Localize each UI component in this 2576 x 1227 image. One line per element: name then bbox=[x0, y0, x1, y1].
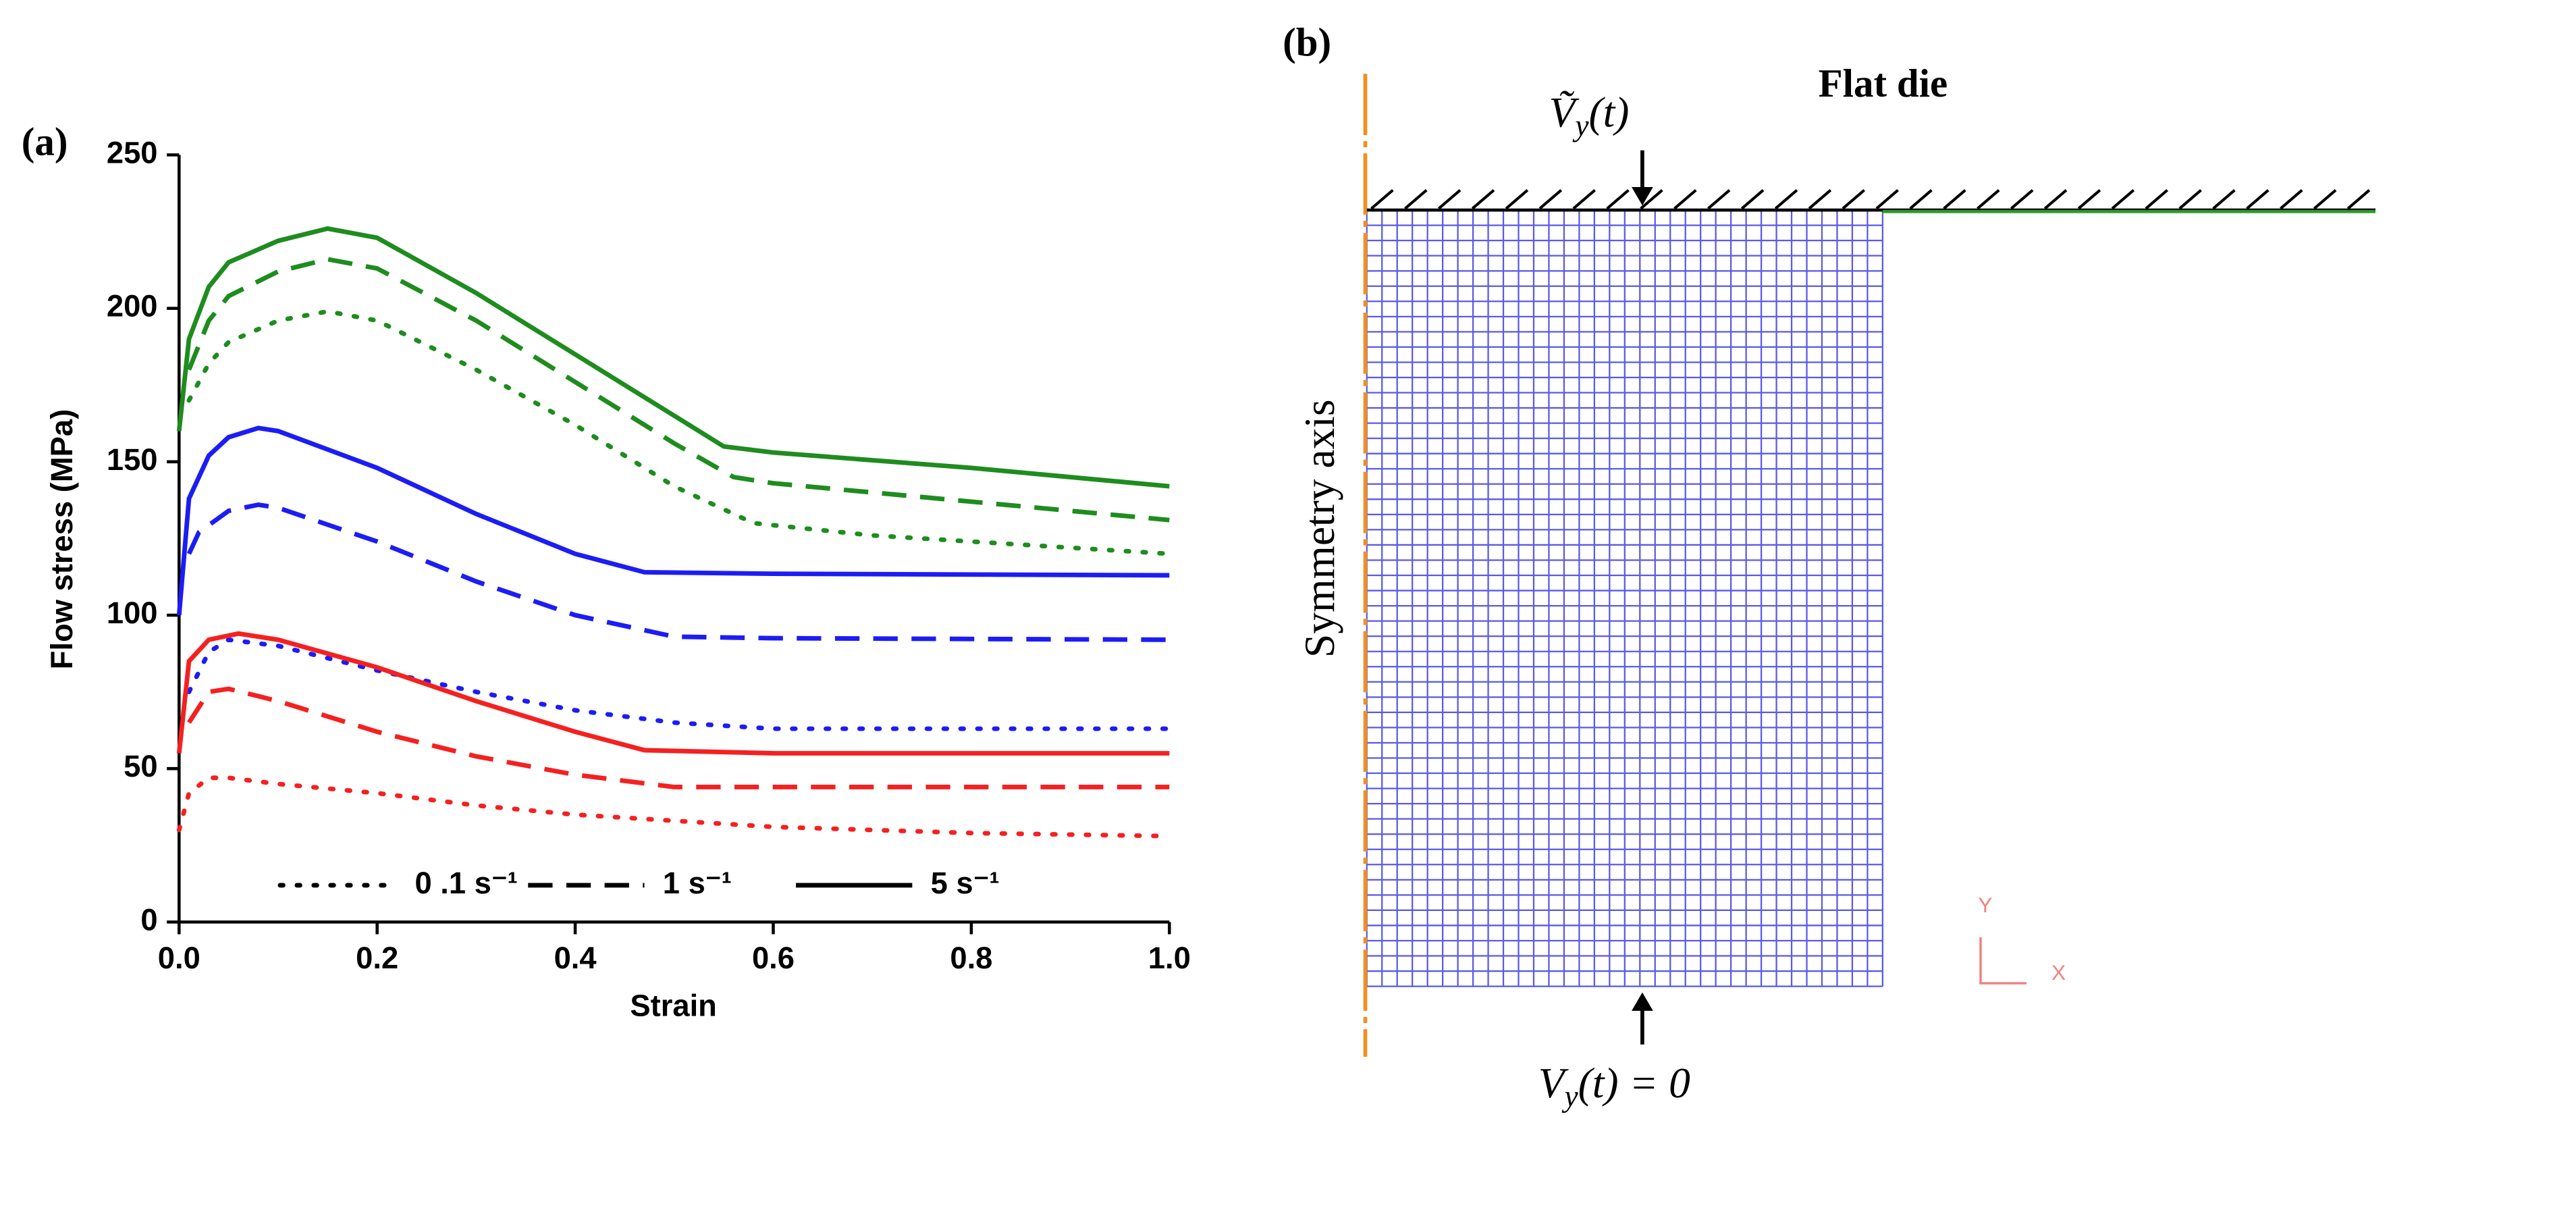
line-series bbox=[176, 226, 1170, 489]
y-tick-label: 0 bbox=[140, 902, 157, 937]
die-hatch bbox=[1640, 189, 1663, 210]
die-hatch bbox=[2043, 189, 2068, 210]
die-hatch bbox=[2178, 189, 2202, 210]
legend-label: 0 .1 s⁻¹ bbox=[414, 866, 517, 900]
x-tick-label: 0.2 bbox=[356, 941, 398, 975]
die-hatch bbox=[2280, 189, 2303, 210]
x-tick-label: 0.8 bbox=[950, 941, 992, 975]
line-series bbox=[186, 257, 1170, 523]
coord-triad bbox=[1979, 937, 2027, 985]
die-hatch bbox=[1808, 189, 1832, 210]
line-series bbox=[176, 631, 1170, 756]
x-tick-label: 0.4 bbox=[554, 941, 597, 975]
die-hatch bbox=[1673, 189, 1697, 210]
line-series bbox=[186, 309, 1172, 556]
top-velocity: Ṽy(t) bbox=[1549, 88, 1630, 142]
legend-label: 1 s⁻¹ bbox=[663, 866, 732, 900]
y-axis-label: Flow stress (MPa) bbox=[45, 409, 79, 669]
die-hatch bbox=[1438, 189, 1461, 210]
x-tick-label: 1.0 bbox=[1148, 941, 1191, 975]
die-hatch bbox=[1977, 189, 2000, 210]
die-hatch bbox=[1707, 189, 1731, 210]
symmetry-axis-label: Symmetry axis bbox=[1295, 399, 1343, 658]
die-hatch bbox=[1606, 189, 1630, 210]
die-hatch bbox=[1943, 189, 1966, 210]
arrow-head bbox=[1632, 992, 1653, 1011]
die-hatch bbox=[1505, 189, 1529, 210]
bottom-velocity: Vy(t) = 0 bbox=[1538, 1059, 1690, 1114]
y-tick-label: 150 bbox=[107, 442, 158, 477]
die-hatch bbox=[1909, 189, 1933, 210]
panel-label: (a) bbox=[22, 119, 68, 163]
die-hatch bbox=[1370, 189, 1394, 210]
line-series bbox=[176, 425, 1170, 616]
die-hatch bbox=[1774, 189, 1798, 210]
die-hatch bbox=[1572, 189, 1596, 210]
line-series bbox=[186, 502, 1170, 642]
die-hatch bbox=[2145, 189, 2168, 210]
die-hatch bbox=[1740, 189, 1765, 210]
die-hatch bbox=[1404, 189, 1428, 210]
y-tick-label: 200 bbox=[107, 289, 158, 323]
line-series bbox=[187, 686, 1170, 789]
x-tick-label: 0.6 bbox=[752, 941, 795, 975]
coord-y: Y bbox=[1978, 893, 1992, 917]
legend-label: 5 s⁻¹ bbox=[931, 866, 1000, 900]
die-hatch bbox=[2111, 189, 2135, 210]
die-hatch bbox=[1875, 189, 1899, 210]
die-hatch bbox=[2246, 189, 2270, 210]
x-axis-label: Strain bbox=[630, 988, 716, 1022]
panel-label: (b) bbox=[1283, 20, 1331, 64]
die-hatch bbox=[2077, 189, 2101, 210]
y-tick-label: 50 bbox=[124, 749, 157, 783]
die-hatch bbox=[1471, 189, 1495, 210]
line-series bbox=[186, 637, 1172, 731]
coord-x: X bbox=[2051, 960, 2066, 985]
y-tick-label: 100 bbox=[107, 596, 158, 630]
die-label: Flat die bbox=[1819, 61, 1948, 105]
die-hatch bbox=[1842, 189, 1865, 210]
y-tick-label: 250 bbox=[107, 135, 158, 169]
die-hatch bbox=[2212, 189, 2236, 210]
die-hatch bbox=[2346, 189, 2371, 210]
arrow-head bbox=[1632, 187, 1653, 206]
die-hatch bbox=[1538, 189, 1563, 210]
x-tick-label: 0.0 bbox=[158, 941, 200, 975]
die-hatch bbox=[2313, 189, 2337, 210]
die-hatch bbox=[2010, 189, 2034, 210]
